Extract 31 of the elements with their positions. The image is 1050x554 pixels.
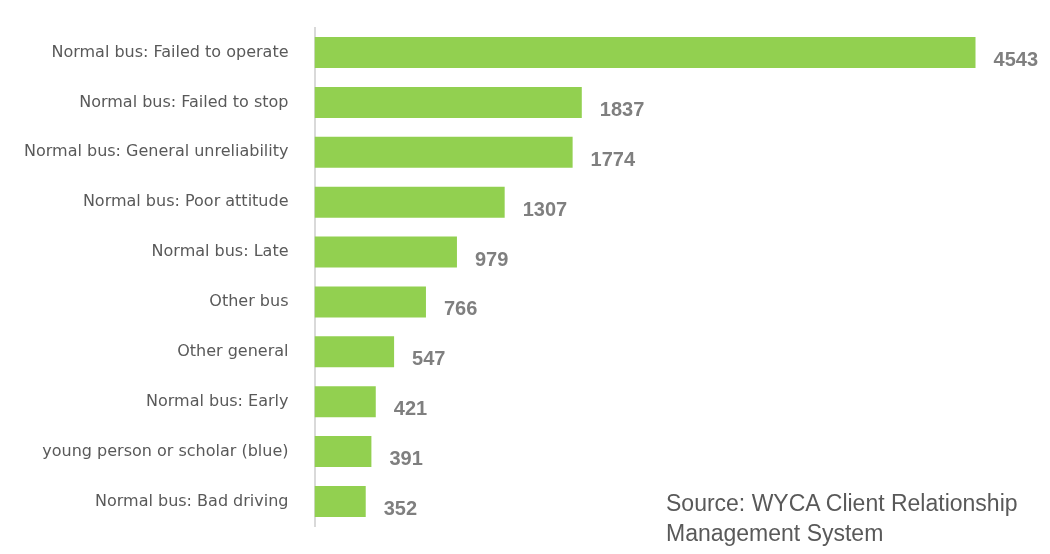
bar [314,386,376,418]
bar [314,486,366,517]
y-tick-label: Normal bus: Bad driving [95,490,289,510]
data-label: 766 [443,297,478,320]
data-label: 391 [389,447,423,470]
y-tick-label: Normal bus: Early [146,390,289,410]
y-tick-label: Normal bus: Failed to stop [79,91,289,111]
y-tick-label: Normal bus: Failed to operate [51,41,289,61]
data-label: 1774 [590,147,636,170]
bar [314,186,505,218]
bar [314,436,372,468]
bar [314,37,976,68]
bar [314,136,573,168]
data-label: 4543 [993,48,1039,71]
data-label: 352 [383,496,418,519]
bar [314,286,426,318]
data-label: 1307 [522,197,568,220]
y-tick-label: Normal bus: General unreliability [23,141,289,161]
data-label: 421 [393,397,428,420]
data-label: 979 [474,247,509,270]
annotation: Source: WYCA Client Relationship Management System [666,489,1019,548]
y-tick-label: Other general [177,340,289,360]
y-tick-label: Other bus [209,291,289,311]
bar [314,86,582,118]
bar [314,336,395,368]
y-tick-label: Normal bus: Poor attitude [82,191,289,211]
y-tick-label: Normal bus: Late [151,241,289,261]
data-label: 1837 [599,97,645,120]
bar [314,236,457,268]
y-tick-label: young person or scholar (blue) [42,440,289,460]
data-label: 547 [412,347,446,370]
